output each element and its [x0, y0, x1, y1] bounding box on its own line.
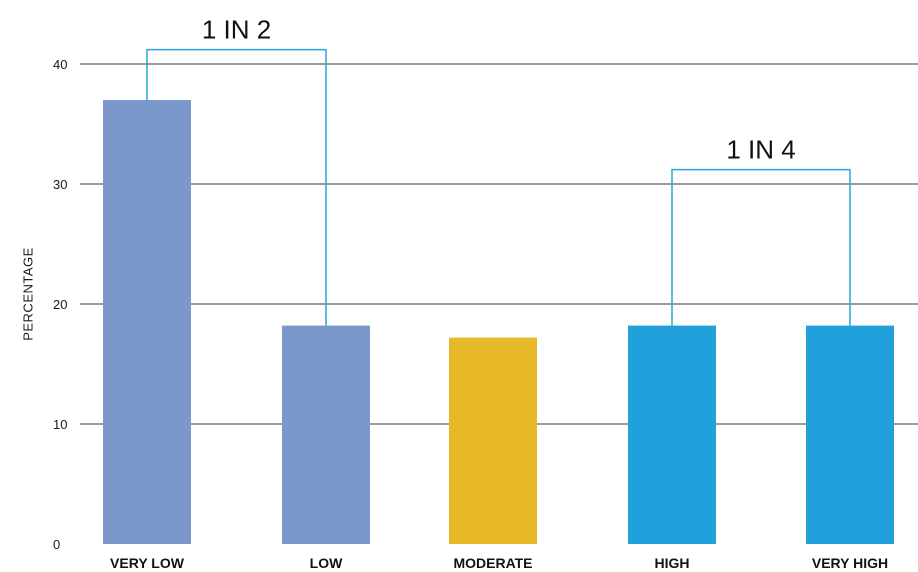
y-tick-label: 10	[53, 417, 67, 432]
y-tick-labels: 0 10 20 30 40	[53, 57, 67, 552]
annotation-bracket	[146, 48, 327, 326]
annotation-brackets: 1 IN 2 1 IN 4	[146, 15, 851, 326]
bar-low	[282, 325, 370, 544]
x-tick-label: LOW	[310, 555, 343, 571]
bar-high	[628, 325, 716, 544]
annotation-label: 1 IN 4	[726, 135, 795, 165]
y-tick-label: 0	[53, 537, 60, 552]
y-tick-label: 30	[53, 177, 67, 192]
x-tick-label: HIGH	[655, 555, 690, 571]
bar-very-low	[103, 100, 191, 544]
bar-moderate	[449, 337, 537, 544]
x-tick-label: MODERATE	[453, 555, 532, 571]
x-tick-label: VERY LOW	[110, 555, 185, 571]
bars	[103, 100, 894, 544]
annotation-label: 1 IN 2	[202, 15, 271, 45]
y-tick-label: 20	[53, 297, 67, 312]
y-tick-label: 40	[53, 57, 67, 72]
x-tick-labels: VERY LOW LOW MODERATE HIGH VERY HIGH	[110, 555, 888, 571]
annotation-bracket	[671, 168, 851, 326]
bar-very-high	[806, 325, 894, 544]
x-tick-label: VERY HIGH	[812, 555, 888, 571]
